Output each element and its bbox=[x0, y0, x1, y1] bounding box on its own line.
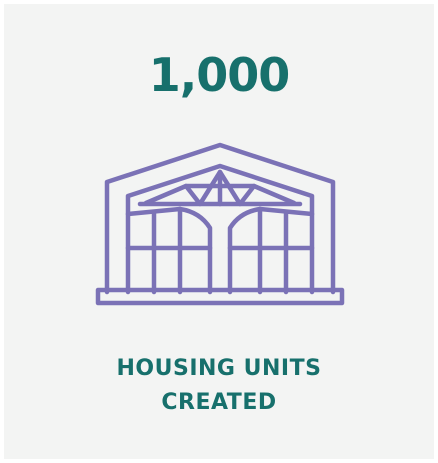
stat-value: 1,000 bbox=[148, 48, 291, 102]
stat-card: 1,000 HOUSING UNITS CREATED bbox=[4, 4, 434, 459]
stat-label-line: CREATED bbox=[161, 390, 277, 415]
stat-label-line: HOUSING UNITS bbox=[116, 356, 322, 381]
building-icon bbox=[95, 142, 345, 306]
